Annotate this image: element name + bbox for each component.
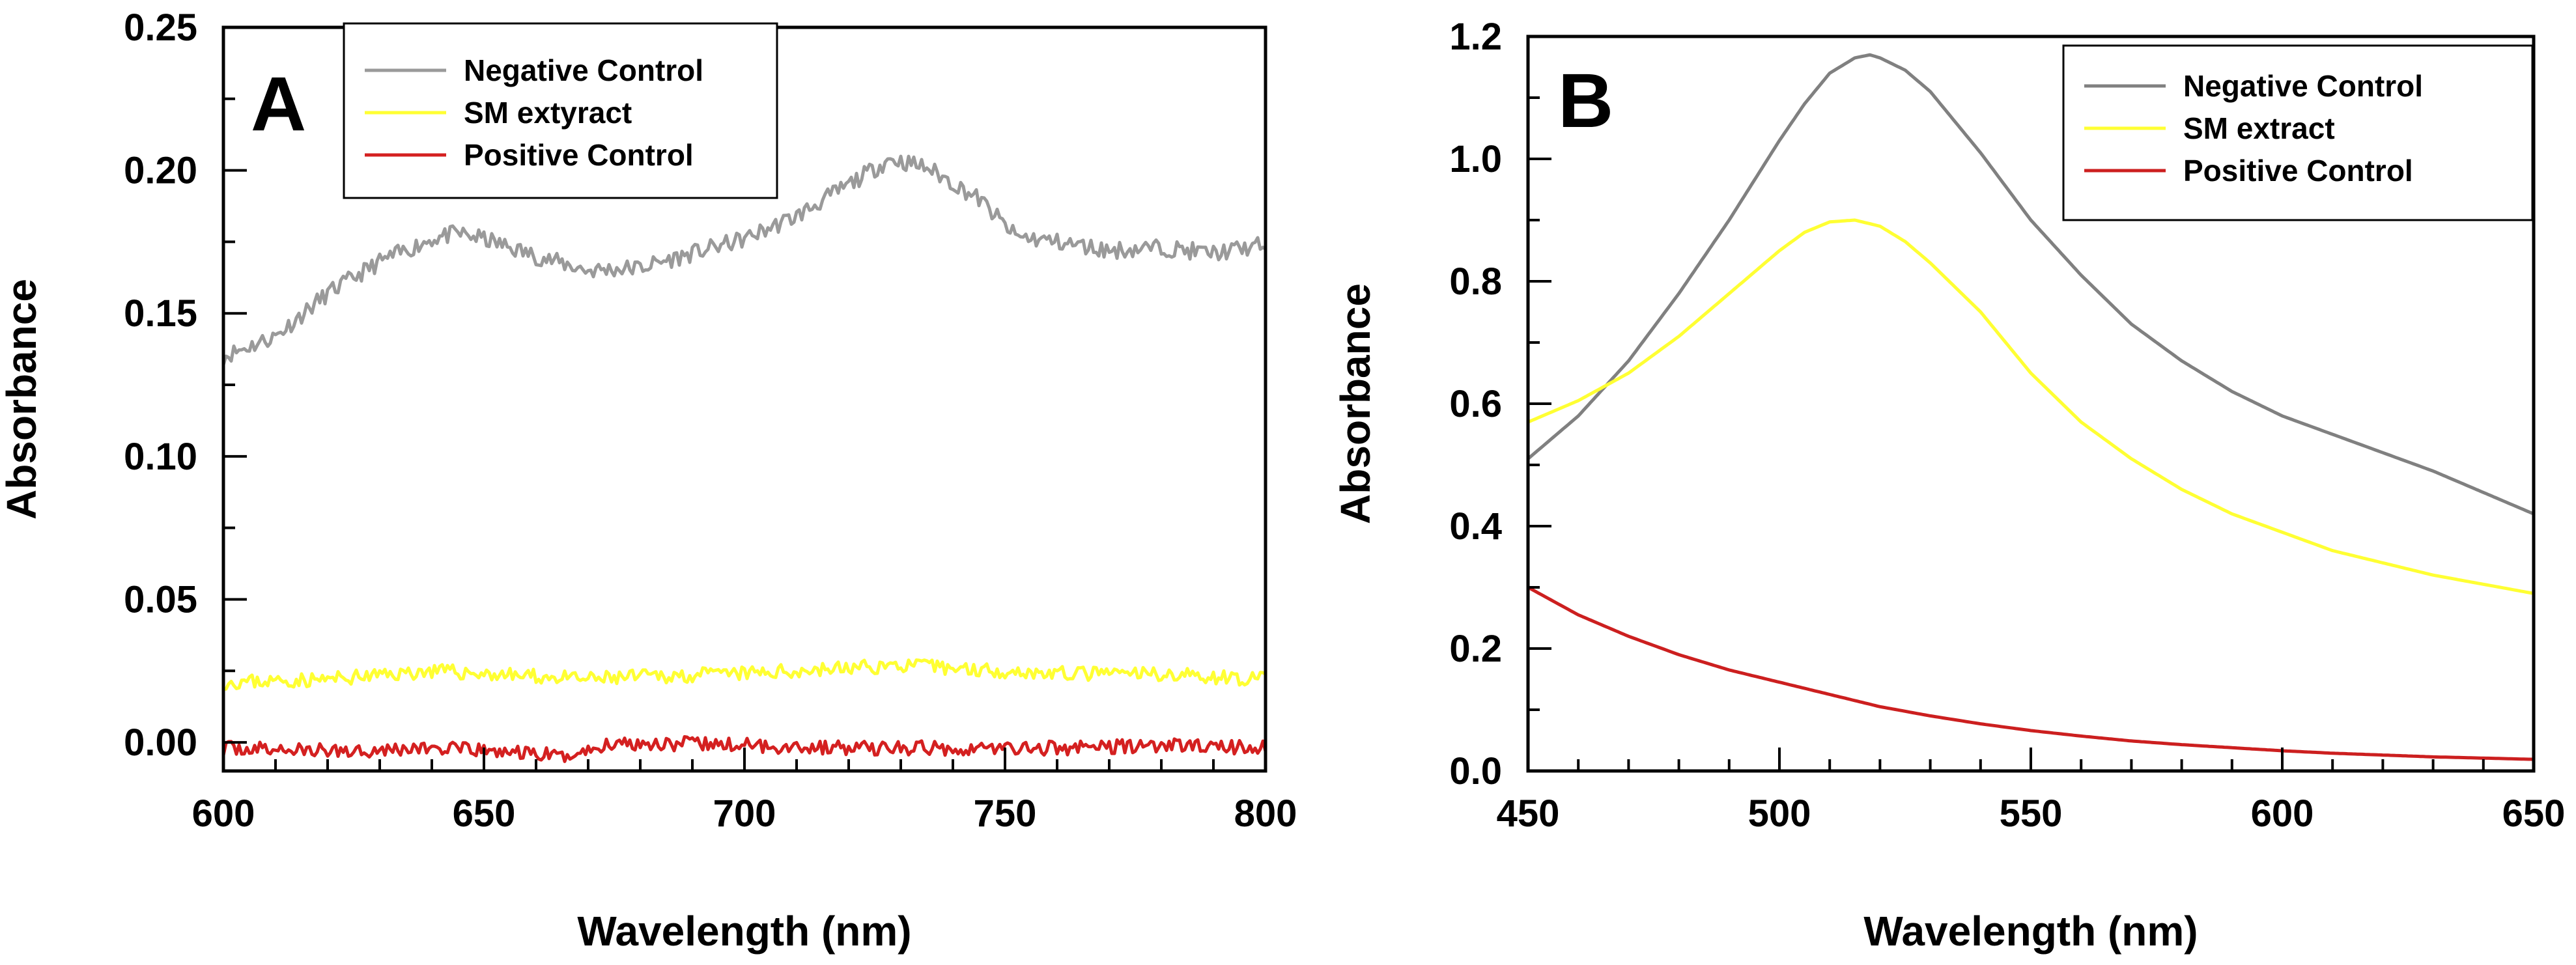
series-line-1 (223, 154, 1266, 367)
series-group (223, 154, 1266, 763)
series-line-2 (223, 658, 1266, 692)
legend-label: Positive Control (2183, 154, 2413, 188)
legend-label: SM extyract (464, 96, 632, 130)
y-axis-label: Absorbance (1332, 283, 1379, 524)
y-tick-label: 0.05 (124, 578, 197, 621)
y-tick-label: 0.00 (124, 721, 197, 764)
x-axis-label: Wavelength (nm) (577, 908, 911, 955)
legend: Negative Control SM extyract Positive Cont… (343, 22, 778, 199)
x-tick-label: 450 (1497, 792, 1560, 835)
y-tick-label: 0.15 (124, 292, 197, 335)
x-tick-label: 800 (1234, 792, 1297, 835)
y-tick-label: 0.4 (1449, 505, 1502, 548)
legend-label: SM extract (2183, 111, 2335, 145)
y-tick-label: 0.10 (124, 436, 197, 478)
legend-label: Positive Control (464, 138, 694, 172)
series-line-3 (1528, 585, 2534, 761)
y-tick-label: 0.0 (1449, 750, 1502, 792)
x-tick-label: 750 (974, 792, 1037, 835)
y-tick-label: 1.0 (1449, 138, 1502, 180)
panel-letter: B (1558, 58, 1613, 144)
x-tick-label: 600 (192, 792, 255, 835)
y-tick-label: 0.25 (124, 7, 197, 49)
legend: Negative Control SM extract Positive Contr… (2062, 44, 2534, 221)
series-line-1 (1528, 53, 2534, 516)
x-tick-label: 550 (2000, 792, 2063, 835)
x-tick-label: 600 (2251, 792, 2314, 835)
panel-letter: A (251, 61, 306, 147)
x-tick-label: 700 (713, 792, 776, 835)
legend-box (343, 22, 778, 199)
y-tick-label: 0.20 (124, 150, 197, 192)
legend-label: Negative Control (2183, 69, 2423, 103)
legend-box (2062, 44, 2534, 221)
x-tick-label: 650 (2502, 792, 2566, 835)
legend-label: Negative Control (464, 53, 703, 87)
y-tick-label: 0.6 (1449, 383, 1502, 425)
chart-panel-a: 600 650 700 750 800 0.00 0.05 0.10 0.15 0.20 0.25 W… (0, 7, 1297, 955)
x-tick-label: 650 (453, 792, 516, 835)
series-line-2 (1528, 218, 2534, 595)
y-tick-label: 1.2 (1449, 16, 1502, 58)
y-tick-label: 0.2 (1449, 628, 1502, 670)
x-axis-label: Wavelength (nm) (1863, 908, 2198, 955)
chart-panel-b: 450 500 550 600 650 0.0 0.2 0.4 0.6 0.8 1.0 1.2 Wave… (1332, 16, 2565, 955)
series-line-3 (223, 735, 1266, 763)
series-group (1528, 53, 2534, 761)
x-tick-label: 500 (1748, 792, 1811, 835)
y-tick-label: 0.8 (1449, 260, 1502, 303)
y-axis-label: Absorbance (0, 279, 45, 520)
